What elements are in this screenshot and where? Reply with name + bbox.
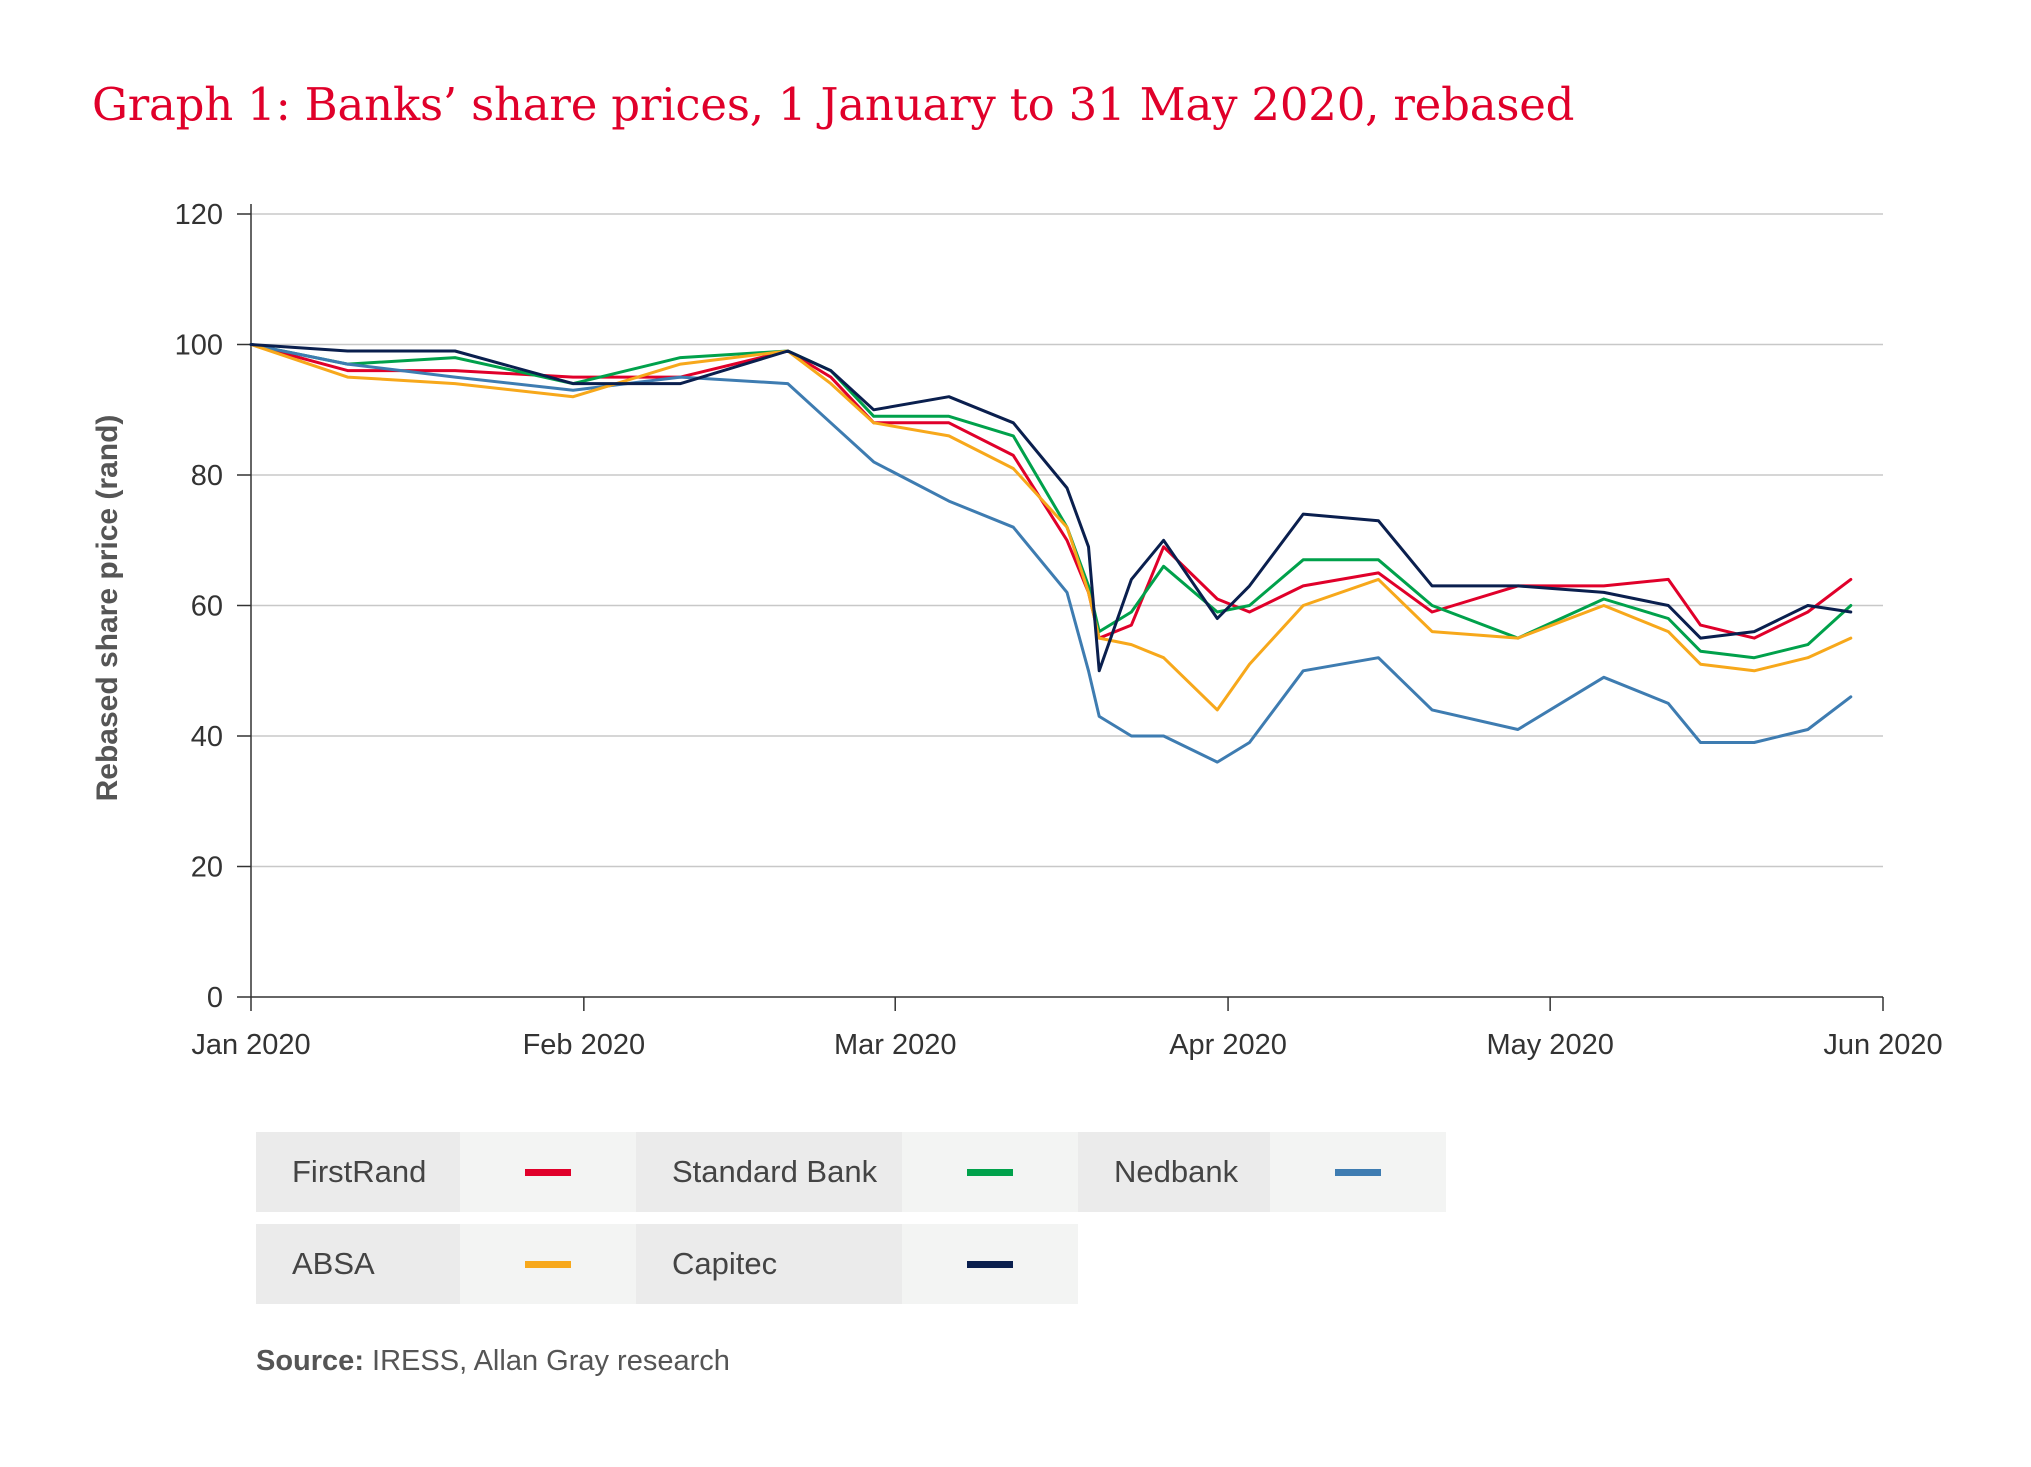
legend-row-1: FirstRand Standard Bank Nedbank: [256, 1132, 1446, 1212]
series-lines: [249, 343, 1853, 764]
source-text: IRESS, Allan Gray research: [372, 1345, 730, 1377]
x-tick-label-0: Jan 2020: [191, 1029, 310, 1061]
legend-label-absa: ABSA: [256, 1224, 460, 1304]
y-tick-label-100: 100: [175, 330, 223, 362]
x-tick-label-3: Apr 2020: [1169, 1029, 1287, 1061]
source-label: Source:: [256, 1345, 364, 1377]
x-tick-label-1: Feb 2020: [523, 1029, 646, 1061]
legend-swatch-nedbank: [1270, 1132, 1446, 1212]
legend-label-firstrand: FirstRand: [256, 1132, 460, 1212]
source-note: Source: IRESS, Allan Gray research: [256, 1345, 730, 1378]
x-tick-label-4: May 2020: [1486, 1029, 1613, 1061]
legend-swatch-absa: [460, 1224, 636, 1304]
y-tick-label-120: 120: [175, 199, 223, 231]
chart-title: Graph 1: Banks’ share prices, 1 January …: [92, 78, 1575, 131]
gridlines: [251, 213, 1883, 868]
series-line-firstrand: [249, 343, 1853, 640]
y-axis: 0 20 40 60 80 100 120: [175, 199, 252, 1014]
x-axis: Jan 2020 Feb 2020 Mar 2020 Apr 2020 May 2020…: [191, 996, 1943, 1061]
legend-label-nedbank: Nedbank: [1078, 1132, 1270, 1212]
legend-label-standard-bank: Standard Bank: [636, 1132, 902, 1212]
legend: FirstRand Standard Bank Nedbank ABSA Cap…: [256, 1132, 1446, 1316]
series-line-capitec: [249, 343, 1853, 673]
y-axis-title: Rebased share price (rand): [91, 415, 124, 802]
legend-label-capitec: Capitec: [636, 1224, 902, 1304]
legend-line-firstrand: [525, 1168, 571, 1176]
x-tick-label-2: Mar 2020: [834, 1029, 957, 1061]
y-tick-label-60: 60: [191, 591, 223, 623]
legend-line-capitec: [967, 1260, 1013, 1268]
series-line-absa: [249, 343, 1853, 712]
legend-swatch-standard-bank: [902, 1132, 1078, 1212]
y-tick-label-0: 0: [207, 982, 223, 1014]
legend-line-absa: [525, 1260, 571, 1268]
legend-swatch-firstrand: [460, 1132, 636, 1212]
legend-row-2: ABSA Capitec: [256, 1224, 1446, 1304]
legend-swatch-capitec: [902, 1224, 1078, 1304]
legend-line-standard-bank: [967, 1168, 1013, 1176]
y-tick-label-80: 80: [191, 460, 223, 492]
series-line-standard-bank: [249, 343, 1853, 660]
legend-line-nedbank: [1335, 1168, 1381, 1176]
y-tick-label-20: 20: [191, 852, 223, 884]
x-tick-label-5: Jun 2020: [1823, 1029, 1942, 1061]
series-line-nedbank: [249, 343, 1853, 764]
line-chart: 0 20 40 60 80 100 120 Jan 2020 Feb 2020 Mar 2020…: [91, 199, 1943, 1061]
y-tick-label-40: 40: [191, 721, 223, 753]
